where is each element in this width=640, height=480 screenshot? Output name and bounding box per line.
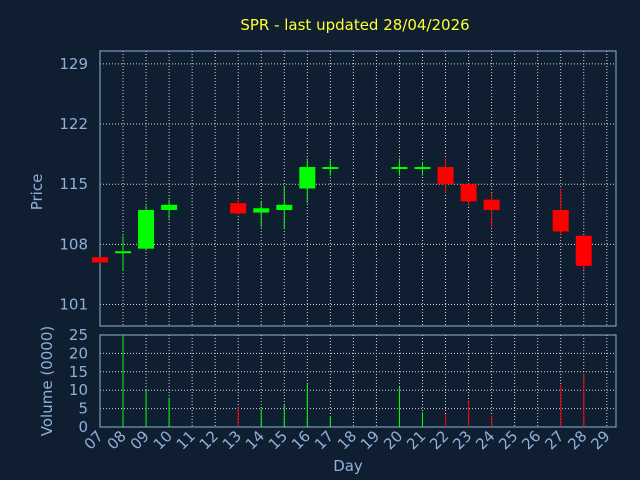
volume-panel-frame bbox=[99, 334, 617, 428]
candle bbox=[115, 235, 132, 271]
candle bbox=[391, 158, 408, 176]
candle-body bbox=[253, 208, 270, 213]
price-tick-label: 122 bbox=[59, 115, 88, 133]
price-tick-label: 108 bbox=[59, 235, 88, 253]
candle-body bbox=[92, 257, 108, 263]
candle-body bbox=[230, 203, 247, 214]
price-axis-ticks: 101 108 115 122 129 bbox=[59, 55, 88, 314]
candle bbox=[322, 160, 339, 176]
candle-body bbox=[322, 167, 339, 170]
candle bbox=[230, 199, 247, 215]
candle-body bbox=[115, 251, 132, 254]
price-panel-frame bbox=[99, 50, 617, 327]
candle bbox=[414, 161, 431, 176]
candle bbox=[138, 205, 155, 251]
candle bbox=[299, 158, 316, 204]
price-candles bbox=[92, 158, 592, 271]
volume-tick-label: 5 bbox=[78, 400, 88, 418]
candle bbox=[460, 182, 477, 206]
chart-title: SPR - last updated 28/04/2026 bbox=[240, 16, 469, 34]
candle bbox=[92, 257, 108, 264]
candle bbox=[552, 188, 569, 236]
candle bbox=[253, 201, 270, 228]
volume-axis-label: Volume (0000) bbox=[38, 326, 56, 436]
grid-lines bbox=[99, 51, 616, 427]
candle-body bbox=[276, 204, 293, 210]
candle-body bbox=[138, 209, 155, 249]
price-tick-label: 115 bbox=[59, 175, 88, 193]
candle-body bbox=[575, 235, 592, 266]
day-axis-ticks: 0708091011121314151617181920212223242526… bbox=[81, 427, 614, 453]
price-axis-label: Price bbox=[28, 174, 46, 211]
candle-body bbox=[299, 167, 316, 189]
volume-tick-label: 20 bbox=[69, 344, 88, 362]
candle bbox=[161, 199, 178, 219]
candle bbox=[437, 158, 454, 193]
volume-tick-label: 25 bbox=[69, 326, 88, 344]
price-tick-label: 101 bbox=[59, 296, 88, 314]
candle-body bbox=[161, 204, 178, 210]
candle-body bbox=[552, 209, 569, 232]
candle-body bbox=[414, 167, 431, 170]
candle-body bbox=[391, 167, 408, 170]
candle bbox=[483, 192, 500, 228]
candle-body bbox=[460, 184, 477, 202]
price-tick-label: 129 bbox=[59, 55, 88, 73]
day-axis-label: Day bbox=[333, 457, 363, 475]
volume-tick-label: 15 bbox=[69, 363, 88, 381]
candle bbox=[575, 235, 592, 271]
volume-tick-label: 10 bbox=[69, 381, 88, 399]
candle-body bbox=[483, 199, 500, 210]
volume-tick-label: 0 bbox=[78, 418, 88, 436]
candle-body bbox=[437, 167, 454, 185]
volume-bars bbox=[122, 335, 585, 427]
candle bbox=[276, 185, 293, 229]
day-tick-label: 29 bbox=[587, 427, 613, 453]
